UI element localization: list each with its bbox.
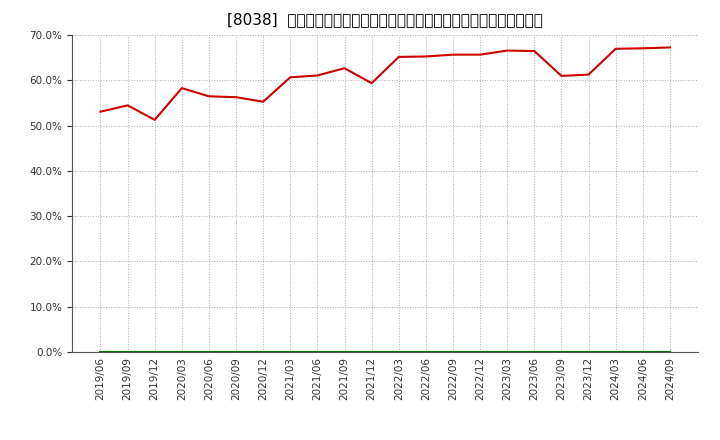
繰延税金資産 [449,349,457,355]
のれん [611,349,620,355]
のれん [395,349,403,355]
繰延税金資産 [530,349,539,355]
自己資本 [123,103,132,108]
のれん [123,349,132,355]
繰延税金資産 [123,349,132,355]
自己資本 [150,117,159,122]
のれん [96,349,105,355]
自己資本 [449,52,457,57]
自己資本 [96,109,105,114]
Title: [8038]  自己資本、のれん、繰延税金資産の総資産に対する比率の推移: [8038] 自己資本、のれん、繰延税金資産の総資産に対する比率の推移 [228,12,543,27]
繰延税金資産 [178,349,186,355]
のれん [259,349,268,355]
繰延税金資産 [204,349,213,355]
自己資本 [341,66,349,71]
繰延税金資産 [367,349,376,355]
自己資本 [232,95,240,100]
繰延税金資産 [150,349,159,355]
のれん [584,349,593,355]
自己資本 [259,99,268,104]
自己資本 [584,72,593,77]
のれん [421,349,430,355]
繰延税金資産 [639,349,647,355]
繰延税金資産 [286,349,294,355]
繰延税金資産 [421,349,430,355]
繰延税金資産 [395,349,403,355]
Line: 自己資本: 自己資本 [101,48,670,120]
自己資本 [395,54,403,59]
のれん [530,349,539,355]
のれん [449,349,457,355]
自己資本 [503,48,511,53]
のれん [150,349,159,355]
繰延税金資産 [232,349,240,355]
繰延税金資産 [557,349,566,355]
のれん [204,349,213,355]
自己資本 [204,94,213,99]
自己資本 [530,48,539,54]
自己資本 [611,46,620,51]
のれん [639,349,647,355]
自己資本 [557,73,566,79]
繰延税金資産 [611,349,620,355]
のれん [178,349,186,355]
のれん [341,349,349,355]
のれん [503,349,511,355]
のれん [557,349,566,355]
自己資本 [476,52,485,57]
のれん [286,349,294,355]
繰延税金資産 [503,349,511,355]
自己資本 [421,54,430,59]
繰延税金資産 [96,349,105,355]
のれん [232,349,240,355]
繰延税金資産 [259,349,268,355]
のれん [367,349,376,355]
繰延税金資産 [665,349,674,355]
繰延税金資産 [313,349,322,355]
自己資本 [367,81,376,86]
自己資本 [665,45,674,50]
自己資本 [313,73,322,78]
繰延税金資産 [584,349,593,355]
自己資本 [639,46,647,51]
のれん [476,349,485,355]
繰延税金資産 [341,349,349,355]
自己資本 [286,75,294,80]
のれん [313,349,322,355]
のれん [665,349,674,355]
自己資本 [178,85,186,91]
繰延税金資産 [476,349,485,355]
